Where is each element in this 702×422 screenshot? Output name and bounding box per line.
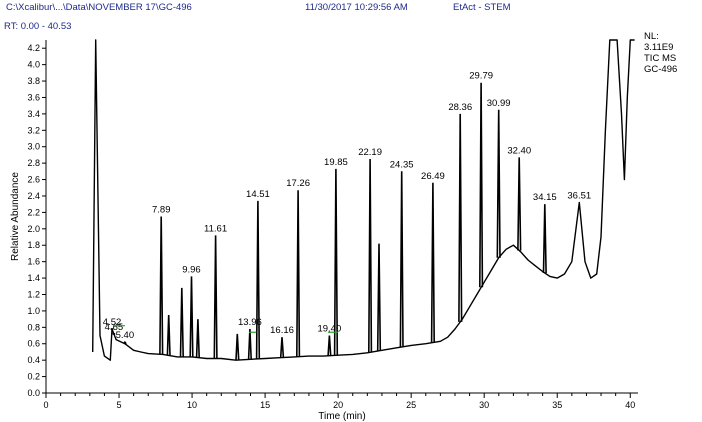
peak (255, 200, 261, 359)
peak-label: 19.40 (317, 324, 341, 335)
y-tick-label: 1.2 (27, 289, 40, 299)
peak-label: 17.26 (286, 178, 310, 189)
info-box-line: TIC MS (644, 53, 676, 64)
peak (213, 235, 218, 359)
peak-label: 16.16 (270, 325, 294, 336)
peak (235, 333, 240, 361)
y-tick-label: 1.0 (27, 306, 40, 316)
peak-label: 19.85 (324, 157, 348, 168)
y-tick-label: 0.2 (27, 372, 40, 382)
peak-label: 32.40 (507, 145, 531, 156)
peak (542, 204, 547, 274)
peak-label: 13.96 (238, 317, 262, 328)
y-tick-label: 2.8 (27, 158, 40, 168)
y-tick-label: 3.6 (27, 92, 40, 102)
run-datetime: 11/30/2017 10:29:56 AM (305, 2, 408, 13)
peak (189, 276, 194, 357)
y-tick-label: 0.0 (27, 388, 40, 398)
y-tick-label: 3.0 (27, 142, 40, 152)
y-tick-label: 2.4 (27, 191, 40, 201)
peak (333, 168, 339, 356)
y-tick-label: 1.6 (27, 257, 40, 267)
peak-label: 14.51 (246, 189, 270, 200)
y-tick-label: 3.4 (27, 109, 40, 119)
peak-label: 11.61 (204, 223, 227, 234)
peak (296, 190, 301, 357)
peak-label: 4.65 (105, 322, 124, 333)
peak (517, 157, 522, 251)
peak (399, 171, 404, 348)
peak (122, 340, 127, 345)
y-tick-label: 2.2 (27, 207, 40, 217)
peak-label: 7.89 (152, 205, 171, 216)
peak (430, 182, 435, 343)
x-tick-label: 20 (333, 400, 343, 410)
peak (166, 314, 171, 356)
peak-label: 36.51 (567, 191, 591, 202)
peak-label: 28.36 (448, 102, 472, 113)
peak-label: 5.40 (116, 330, 135, 341)
peak-label: 9.96 (182, 264, 201, 275)
x-tick-label: 10 (187, 400, 197, 410)
x-tick-label: 35 (552, 400, 562, 410)
y-tick-label: 4.2 (27, 43, 40, 53)
peak (327, 335, 332, 356)
baseline-trace (92, 39, 635, 361)
peak-label: 26.49 (421, 171, 445, 182)
peak-label: 22.19 (358, 147, 382, 158)
y-tick-label: 4.0 (27, 60, 40, 70)
x-tick-label: 0 (43, 400, 48, 410)
peak (195, 319, 200, 358)
y-axis-label: Relative Abundance (10, 172, 21, 261)
x-tick-label: 15 (260, 400, 270, 410)
peak (279, 337, 285, 358)
info-box-line: 3.11E9 (644, 42, 673, 53)
peak (247, 328, 252, 360)
info-box-line: NL: (644, 31, 659, 42)
x-axis-label: Time (min) (318, 411, 365, 422)
x-tick-label: 40 (625, 400, 635, 410)
peak (496, 109, 501, 258)
peak (376, 243, 382, 351)
rt-range: RT: 0.00 - 40.53 (4, 21, 72, 32)
peak (458, 113, 463, 322)
x-tick-label: 5 (117, 400, 122, 410)
peak-label: 24.35 (390, 159, 414, 170)
peak-label: 34.15 (533, 192, 557, 203)
y-tick-label: 3.8 (27, 76, 40, 86)
y-tick-label: 2.6 (27, 175, 40, 185)
peak (179, 287, 184, 357)
y-tick-label: 2.0 (27, 224, 40, 234)
y-tick-label: 0.6 (27, 339, 40, 349)
x-tick-label: 30 (479, 400, 489, 410)
x-tick-label: 25 (406, 400, 416, 410)
y-tick-label: 0.4 (27, 355, 40, 365)
y-tick-label: 1.4 (27, 273, 40, 283)
peak (159, 216, 164, 355)
y-tick-label: 0.8 (27, 322, 40, 332)
file-path: C:\Xcalibur\...\Data\NOVEMBER 17\GC-496 (6, 2, 192, 13)
y-tick-label: 3.2 (27, 125, 40, 135)
peak-label: 29.79 (469, 71, 493, 82)
info-box-line: GC-496 (644, 64, 677, 75)
peak-label: 4.52 (103, 317, 122, 328)
sample-description: EtAct - STEM (453, 2, 511, 13)
y-tick-label: 1.8 (27, 240, 40, 250)
peak-label: 30.99 (487, 98, 511, 109)
peak (368, 158, 373, 353)
peak (479, 82, 484, 288)
